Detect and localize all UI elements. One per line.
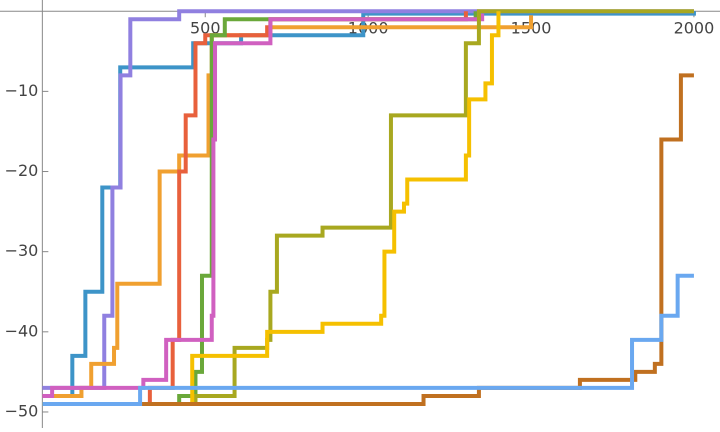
step-line — [42, 9, 694, 406]
step-line — [42, 13, 485, 398]
step-line — [42, 73, 694, 406]
y-tick-label: −30 — [5, 241, 39, 260]
y-tick-label: −10 — [5, 81, 39, 100]
step-line — [42, 9, 694, 390]
step-line — [42, 11, 478, 406]
step-line — [42, 11, 501, 406]
x-tick-label: 500 — [190, 19, 221, 38]
step-line — [42, 273, 694, 406]
x-tick-label: 2000 — [674, 19, 715, 38]
step-line — [42, 11, 696, 398]
y-tick-label: −40 — [5, 321, 39, 340]
step-line — [42, 15, 534, 398]
y-tick-label: −20 — [5, 161, 39, 180]
y-tick-label: −50 — [5, 401, 39, 420]
